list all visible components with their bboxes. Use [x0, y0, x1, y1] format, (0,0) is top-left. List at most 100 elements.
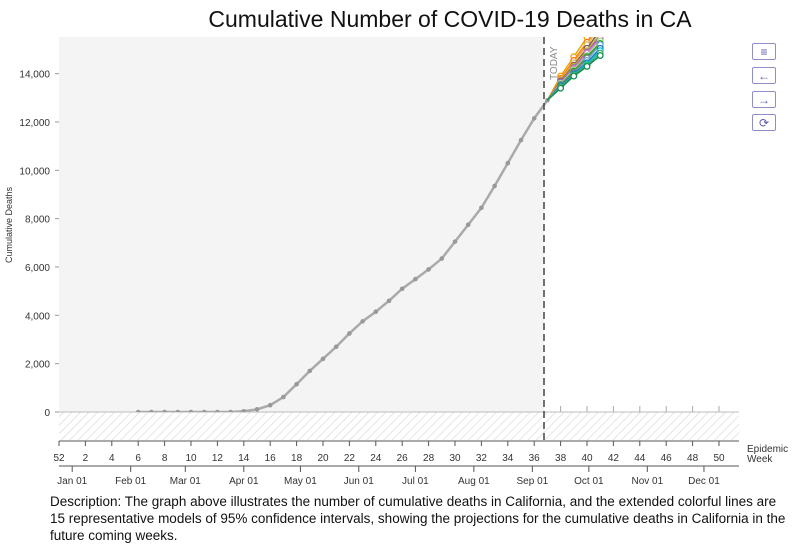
- observed-point: [373, 309, 379, 315]
- x-axis-label: Epidemic: [747, 444, 788, 455]
- observed-point: [333, 344, 339, 350]
- y-tick-label: 2,000: [25, 360, 50, 371]
- arrow-left-icon: ←: [758, 69, 770, 83]
- month-tick-label: Dec 01: [688, 476, 720, 487]
- month-tick-label: Feb 01: [115, 476, 147, 487]
- week-tick-label: 30: [449, 453, 461, 464]
- week-tick-label: 46: [661, 453, 673, 464]
- back-button[interactable]: ←: [752, 67, 776, 84]
- menu-button[interactable]: ≡: [752, 43, 776, 60]
- observed-point: [479, 205, 484, 211]
- x-axis-label: Week: [747, 454, 773, 465]
- week-tick-label: 4: [109, 453, 115, 464]
- projection-point: [570, 72, 578, 80]
- month-tick-label: May 01: [284, 476, 317, 487]
- month-tick-label: Oct 01: [574, 476, 604, 487]
- month-tick-label: Jan 01: [57, 476, 87, 487]
- month-tick-label: Jul 01: [402, 476, 429, 487]
- y-tick-label: 10,000: [19, 166, 50, 177]
- week-tick-label: 2: [83, 453, 89, 464]
- observed-point: [188, 409, 194, 412]
- y-axis-label: Cumulative Deaths: [4, 186, 14, 263]
- past-region-background: [59, 37, 544, 412]
- observed-point: [201, 409, 207, 412]
- observed-point: [492, 183, 497, 189]
- month-tick-label: Apr 01: [229, 476, 259, 487]
- week-tick-label: 12: [212, 453, 224, 464]
- observed-point: [281, 394, 286, 400]
- observed-point: [347, 331, 352, 336]
- reset-button[interactable]: ⟳: [752, 114, 776, 131]
- observed-point: [360, 319, 365, 324]
- observed-point: [531, 116, 537, 121]
- week-tick-label: 28: [423, 453, 435, 464]
- week-tick-label: 38: [555, 453, 567, 464]
- week-tick-label: 50: [713, 453, 725, 464]
- chart-title: Cumulative Number of COVID-19 Deaths in …: [208, 6, 692, 32]
- observed-point: [399, 286, 405, 292]
- projection-point: [597, 24, 603, 30]
- week-tick-label: 10: [185, 453, 197, 464]
- y-tick-label: 12,000: [19, 118, 50, 129]
- week-tick-label: 42: [608, 453, 620, 464]
- y-tick-label: 4,000: [25, 311, 50, 322]
- week-tick-label: 48: [687, 453, 699, 464]
- month-tick-label: Aug 01: [458, 476, 490, 487]
- projection-point: [557, 84, 565, 92]
- observed-point: [241, 408, 247, 412]
- arrow-right-icon: →: [758, 93, 770, 107]
- week-tick-label: 16: [265, 453, 277, 464]
- month-tick-label: Sep 01: [517, 476, 549, 487]
- observed-point: [149, 409, 154, 412]
- projection-point: [597, 27, 603, 33]
- observed-point: [452, 239, 458, 244]
- projection-point: [597, 20, 603, 26]
- negative-hatch-band: [59, 412, 739, 440]
- observed-point: [215, 409, 220, 412]
- week-tick-label: 52: [53, 453, 65, 464]
- observed-point: [505, 160, 511, 166]
- week-tick-label: 20: [317, 453, 329, 464]
- observed-point: [254, 407, 260, 412]
- observed-point: [294, 381, 299, 387]
- y-tick-label: 6,000: [25, 263, 50, 274]
- week-tick-label: 44: [634, 453, 646, 464]
- month-tick-label: Jun 01: [344, 476, 374, 487]
- week-tick-label: 18: [291, 453, 303, 464]
- projection-point: [597, 15, 603, 21]
- observed-point: [228, 409, 233, 412]
- month-tick-label: Nov 01: [631, 476, 663, 487]
- week-tick-label: 6: [135, 453, 141, 464]
- projection-point: [598, 37, 602, 38]
- observed-point: [413, 276, 418, 282]
- chart-plot: 0 2,000 4,000 6,000 8,000 10,000 12,000 14,000 C…: [4, 15, 788, 487]
- week-tick-label: 36: [529, 453, 541, 464]
- observed-point: [162, 409, 167, 412]
- month-tick-label: Mar 01: [170, 476, 202, 487]
- observed-point: [307, 368, 313, 374]
- observed-point: [175, 409, 181, 412]
- observed-point: [267, 402, 273, 408]
- observed-point: [320, 356, 326, 362]
- observed-point: [135, 409, 141, 412]
- refresh-icon: ⟳: [758, 116, 770, 130]
- observed-point: [518, 137, 524, 143]
- week-tick-label: 32: [476, 453, 488, 464]
- y-tick-label: 14,000: [19, 70, 50, 81]
- week-tick-label: 40: [581, 453, 593, 464]
- observed-point: [465, 222, 471, 228]
- week-tick-label: 34: [502, 453, 514, 464]
- today-label: TODAY: [549, 46, 560, 80]
- menu-icon: ≡: [760, 45, 768, 59]
- week-tick-label: 14: [238, 453, 250, 464]
- observed-line: [138, 99, 549, 412]
- observed-point: [426, 267, 431, 272]
- projection-point: [583, 62, 591, 70]
- week-tick-label: 8: [162, 453, 168, 464]
- y-tick-label: 8,000: [25, 215, 50, 226]
- y-tick-label: 0: [44, 408, 50, 419]
- forward-button[interactable]: →: [752, 91, 776, 108]
- week-tick-label: 22: [344, 453, 356, 464]
- observed-point: [386, 298, 392, 304]
- projection-point: [596, 52, 604, 59]
